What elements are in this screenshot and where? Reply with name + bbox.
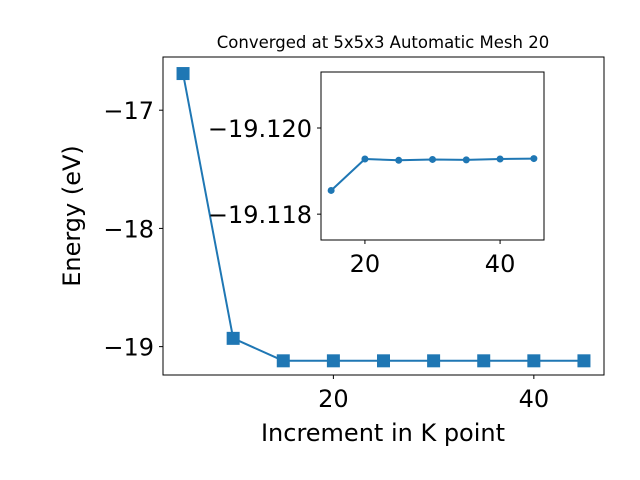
main-data-point [427, 354, 441, 368]
main-x-tick-label: 20 [318, 385, 349, 413]
y-axis-label: Energy (eV) [58, 145, 86, 287]
chart-title: Converged at 5x5x3 Automatic Mesh 20 [217, 33, 549, 52]
main-data-point [377, 354, 390, 368]
inset-data-point [327, 186, 335, 194]
main-x-tick-label: 40 [519, 385, 550, 413]
inset-x-tick-label: 40 [485, 250, 516, 278]
main-data-point [326, 354, 340, 368]
main-ticks: 20 40 −17 −18 −19 [103, 97, 549, 413]
x-axis-label: Increment in K point [261, 419, 505, 447]
inset-ticks: 20 40 −19.120 −19.118 [208, 115, 515, 278]
main-series [176, 67, 591, 368]
inset-series [327, 155, 538, 194]
inset-x-tick-label: 20 [350, 250, 381, 278]
inset-data-point [395, 156, 403, 164]
main-data-point [527, 354, 541, 368]
main-chart: Converged at 5x5x3 Automatic Mesh 20 20 4… [58, 33, 605, 447]
main-data-point [276, 354, 290, 368]
inset-y-tick-label: −19.118 [208, 201, 312, 229]
main-data-point [176, 67, 190, 81]
main-data-point [577, 354, 591, 368]
main-data-point [226, 331, 240, 345]
inset-y-tick-label: −19.120 [208, 115, 312, 143]
inset-data-point [361, 155, 369, 163]
main-y-tick-label: −17 [103, 97, 154, 125]
inset-data-point [496, 155, 504, 163]
main-y-tick-label: −18 [103, 215, 154, 243]
inset-plot-frame [320, 71, 545, 241]
inset-data-point [429, 155, 436, 163]
inset-chart: 20 40 −19.120 −19.118 [208, 71, 545, 278]
inset-data-point [530, 155, 538, 163]
main-y-tick-label: −19 [103, 334, 154, 362]
main-data-point [477, 354, 491, 368]
main-plot-frame [162, 56, 605, 376]
inset-data-point [462, 156, 470, 164]
